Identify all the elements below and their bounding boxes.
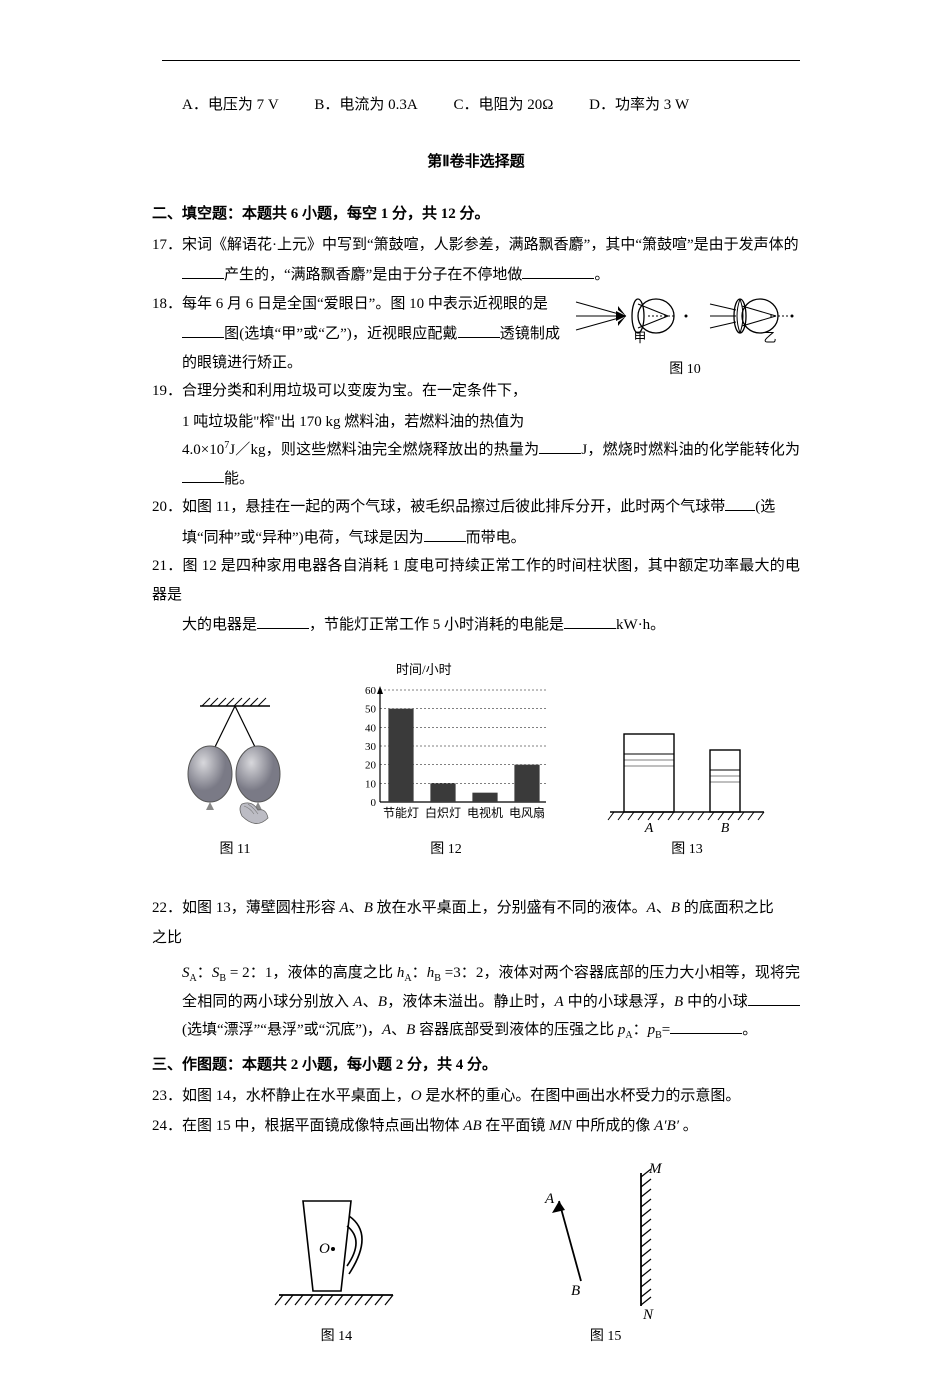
- figs-row-2: O 图 14: [152, 1161, 800, 1351]
- svg-text:电风扇: 电风扇: [509, 805, 545, 820]
- q19-blank1: [539, 439, 581, 454]
- q20-text-d: 而带电。: [466, 530, 526, 546]
- fig13-block: A B 图 13: [602, 704, 772, 864]
- fig14-block: O 图 14: [261, 1181, 411, 1351]
- q24: 24．在图 15 中，根据平面镜成像特点画出物体 AB 在平面镜 MN 中所成的…: [152, 1112, 800, 1141]
- fig14-svg: O: [261, 1181, 411, 1321]
- svg-text:M: M: [648, 1161, 663, 1177]
- q-options-row: A．电压为 7 V B．电流为 0.3A C．电阻为 20Ω D．功率为 3 W: [152, 91, 800, 120]
- svg-text:10: 10: [365, 779, 377, 791]
- q20-blank0: [725, 496, 755, 511]
- q20-cont: 填“同种”或“异种”)电荷，气球是因为 而带电。: [152, 524, 800, 553]
- fig12-label: 图 12: [346, 837, 546, 864]
- q17: 17．宋词《解语花·上元》中写到“箫鼓喧，人影参差，满路飘香麝”，其中“箫鼓喧”…: [152, 231, 800, 260]
- svg-text:50: 50: [365, 704, 377, 716]
- svg-text:60: 60: [365, 685, 377, 697]
- q17-text-c: 。: [594, 267, 609, 283]
- svg-text:30: 30: [365, 741, 377, 753]
- q18-text-a: 每年 6 月 6 日是全国“爱眼日”。图 10 中表示近视眼的是: [182, 296, 548, 312]
- q21-text-a: 图 12 是四种家用电器各自消耗 1 度电可持续正常工作的时间柱状图，其中额定功…: [152, 558, 800, 603]
- q21-blank1: [257, 614, 309, 629]
- q17-num: 17．: [152, 237, 182, 253]
- q17-cont: 产生的，“满路飘香麝”是由于分子在不停地做 。: [152, 261, 800, 290]
- q20: 20．如图 11，悬挂在一起的两个气球，被毛织品擦过后彼此排斥分开，此时两个气球…: [152, 493, 800, 522]
- svg-text:A: A: [644, 821, 654, 834]
- svg-text:甲: 甲: [633, 330, 646, 344]
- fig11-block: 图 11: [180, 694, 290, 864]
- q18-blank2: [458, 323, 500, 338]
- q22-blank2: [670, 1019, 742, 1034]
- q20-blank1: [424, 527, 466, 542]
- q22-line-extra: 之比: [152, 924, 800, 953]
- q18-num: 18．: [152, 296, 182, 312]
- option-d: D．功率为 3 W: [589, 91, 689, 120]
- q19-text-b: J／kg，则这些燃料油完全燃烧释放出的热量为: [229, 442, 539, 458]
- q18-text-b: 图(选填“甲”或“乙”)，近视眼应配戴: [224, 326, 458, 342]
- fig12-chart: 0 10 20 30 40 50 60 节能灯白炽灯电视机电风扇: [346, 684, 546, 834]
- option-b: B．电流为 0.3A: [314, 91, 417, 120]
- fig10-block: 甲 乙 图 10: [570, 292, 800, 384]
- option-a: A．电压为 7 V: [182, 91, 279, 120]
- q22-blank1: [748, 991, 800, 1006]
- fig15-svg: M N A B: [521, 1161, 691, 1321]
- q20-num: 20．: [152, 499, 182, 515]
- q23: 23．如图 14，水杯静止在水平桌面上，O 是水杯的重心。在图中画出水杯受力的示…: [152, 1082, 800, 1111]
- chart-y-axis-label: 时间/小时: [346, 658, 546, 683]
- fig14-label: 图 14: [261, 1324, 411, 1351]
- svg-text:B: B: [571, 1283, 580, 1299]
- q20-text-b: (选: [755, 499, 775, 515]
- q19-text-c: J，燃烧时燃料油的化学能转化为: [581, 442, 800, 458]
- q21-text-b: ，节能灯正常工作 5 小时消耗的电能是: [309, 617, 564, 633]
- q20-text-a: 如图 11，悬挂在一起的两个气球，被毛织品擦过后彼此排斥分开，此时两个气球带: [182, 499, 725, 515]
- q18-blank1: [182, 323, 224, 338]
- q21: 21．图 12 是四种家用电器各自消耗 1 度电可持续正常工作的时间柱状图，其中…: [152, 552, 800, 609]
- top-rule: [162, 60, 800, 61]
- svg-text:0: 0: [371, 797, 377, 809]
- svg-text:B: B: [721, 821, 730, 834]
- svg-text:O: O: [319, 1241, 330, 1257]
- fig11-svg: [180, 694, 290, 834]
- svg-text:20: 20: [365, 760, 377, 772]
- svg-text:A: A: [544, 1191, 555, 1207]
- q19-blank2: [182, 468, 224, 483]
- q20-text-c: 填“同种”或“异种”)电荷，气球是因为: [182, 530, 424, 546]
- q19-cont: 1 吨垃圾能"榨"出 170 kg 燃料油，若燃料油的热值为 4.0×107J／…: [152, 408, 800, 494]
- q17-blank1: [182, 264, 224, 279]
- q23-num: 23．: [152, 1088, 182, 1104]
- figs-row-1: 图 11 时间/小时 0 10 20 30 40 50 60 节能灯白炽灯电视机电风扇 图 1…: [152, 658, 800, 864]
- fig15-label: 图 15: [521, 1324, 691, 1351]
- fig15-block: M N A B 图 15: [521, 1161, 691, 1351]
- option-c: C．电阻为 20Ω: [454, 91, 554, 120]
- draw-header: 三、作图题：本题共 2 小题，每小题 2 分，共 4 分。: [152, 1051, 800, 1080]
- svg-text:N: N: [642, 1307, 654, 1321]
- fig11-label: 图 11: [180, 837, 290, 864]
- svg-text:电视机: 电视机: [467, 805, 503, 820]
- svg-text:节能灯: 节能灯: [383, 806, 419, 820]
- q19-num: 19．: [152, 383, 182, 399]
- svg-text:白炽灯: 白炽灯: [425, 805, 461, 820]
- q21-blank2: [564, 614, 616, 629]
- q19-text-d: 能。: [224, 471, 254, 487]
- q17-text-a: 宋词《解语花·上元》中写到“箫鼓喧，人影参差，满路飘香麝”，其中“箫鼓喧”是由于…: [182, 237, 799, 253]
- svg-text:40: 40: [365, 723, 377, 735]
- q22: 22．如图 13，薄壁圆柱形容 A、B 放在水平桌面上，分别盛有不同的液体。A、…: [152, 894, 800, 923]
- q21-text-c: kW·h。: [616, 617, 665, 633]
- fig10-svg: 甲 乙: [570, 292, 800, 344]
- q21-num: 21．: [152, 558, 183, 574]
- q17-text-b: 产生的，“满路飘香麝”是由于分子在不停地做: [224, 267, 522, 283]
- q22-num: 22．: [152, 900, 182, 916]
- fig10-label: 图 10: [570, 357, 800, 384]
- fill-blank-header: 二、填空题：本题共 6 小题，每空 1 分，共 12 分。: [152, 200, 800, 229]
- svg-text:乙: 乙: [763, 330, 776, 344]
- fig12-block: 时间/小时 0 10 20 30 40 50 60 节能灯白炽灯电视机电风扇 图 12: [346, 658, 546, 864]
- q21-cont: 大的电器是，节能灯正常工作 5 小时消耗的电能是kW·h。: [152, 611, 800, 640]
- q22-cont: SA：SB = 2：1，液体的高度之比 hA：hB =3：2，液体对两个容器底部…: [152, 959, 800, 1046]
- q24-num: 24．: [152, 1118, 182, 1134]
- fig13-label: 图 13: [602, 837, 772, 864]
- section-2-title: 第Ⅱ卷非选择题: [152, 148, 800, 177]
- q17-blank2: [522, 264, 594, 279]
- fig13-svg: A B: [602, 704, 772, 834]
